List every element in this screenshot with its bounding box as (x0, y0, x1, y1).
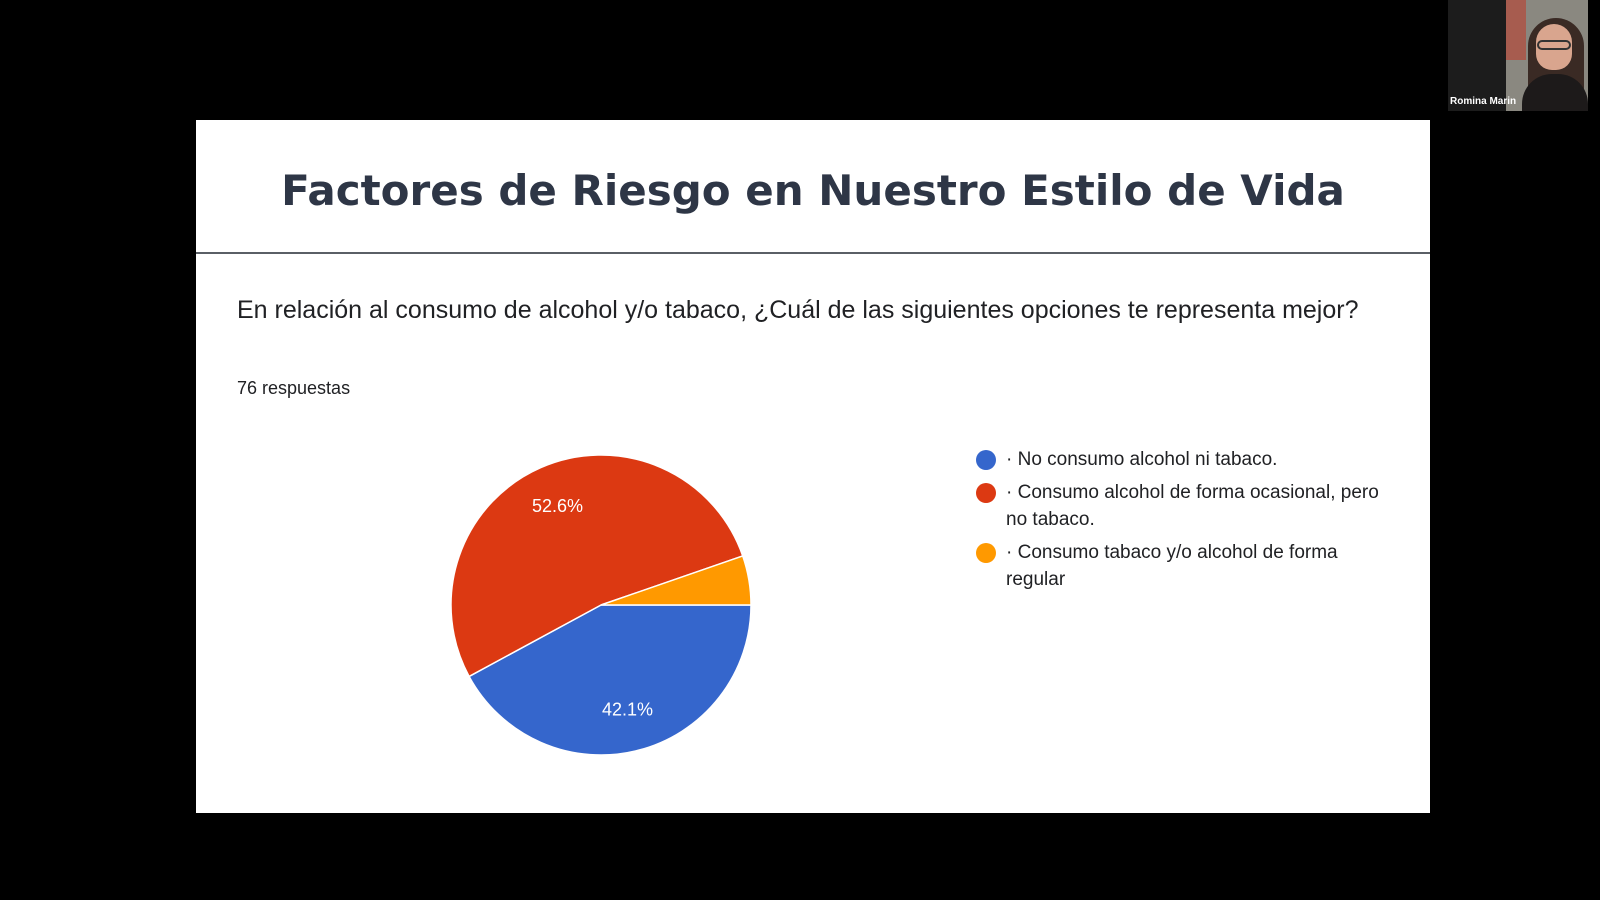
pie-slice-3 (600, 555, 752, 606)
legend-swatch-icon (976, 450, 996, 470)
presentation-slide: Factores de Riesgo en Nuestro Estilo de … (196, 120, 1430, 813)
pie-data-label-2: 52.6% (532, 496, 583, 516)
pie-chart: 42.1% 52.6% (446, 450, 756, 760)
video-shelf (1506, 0, 1526, 60)
participant-video-tile[interactable]: Romina Marin (1448, 0, 1588, 111)
pie-slice-2 (450, 454, 744, 678)
legend-label: · Consumo tabaco y/o alcohol de forma re… (1006, 542, 1338, 590)
legend-item-1: · No consumo alcohol ni tabaco. (976, 446, 1396, 473)
survey-question: En relación al consumo de alcohol y/o ta… (237, 296, 1359, 324)
pie-chart-svg: 42.1% 52.6% (450, 454, 752, 756)
legend-item-2: · Consumo alcohol de forma ocasional, pe… (976, 479, 1396, 533)
legend-swatch-icon (976, 543, 996, 563)
legend-label: · No consumo alcohol ni tabaco. (1006, 449, 1278, 470)
legend-item-3: · Consumo tabaco y/o alcohol de forma re… (976, 539, 1396, 593)
pie-data-label-1: 42.1% (602, 700, 653, 720)
pie-slice-1 (468, 604, 752, 756)
slide-title: Factores de Riesgo en Nuestro Estilo de … (281, 165, 1345, 215)
participant-body (1522, 74, 1588, 111)
chart-legend: · No consumo alcohol ni tabaco. · Consumo… (976, 446, 1396, 599)
legend-swatch-icon (976, 483, 996, 503)
response-count: 76 respuestas (237, 378, 351, 398)
video-background (1448, 0, 1506, 111)
participant-glasses (1537, 40, 1571, 50)
legend-label: · Consumo alcohol de forma ocasional, pe… (1006, 482, 1379, 530)
participant-name-label: Romina Marin (1450, 96, 1517, 107)
slide-header: Factores de Riesgo en Nuestro Estilo de … (196, 120, 1430, 254)
